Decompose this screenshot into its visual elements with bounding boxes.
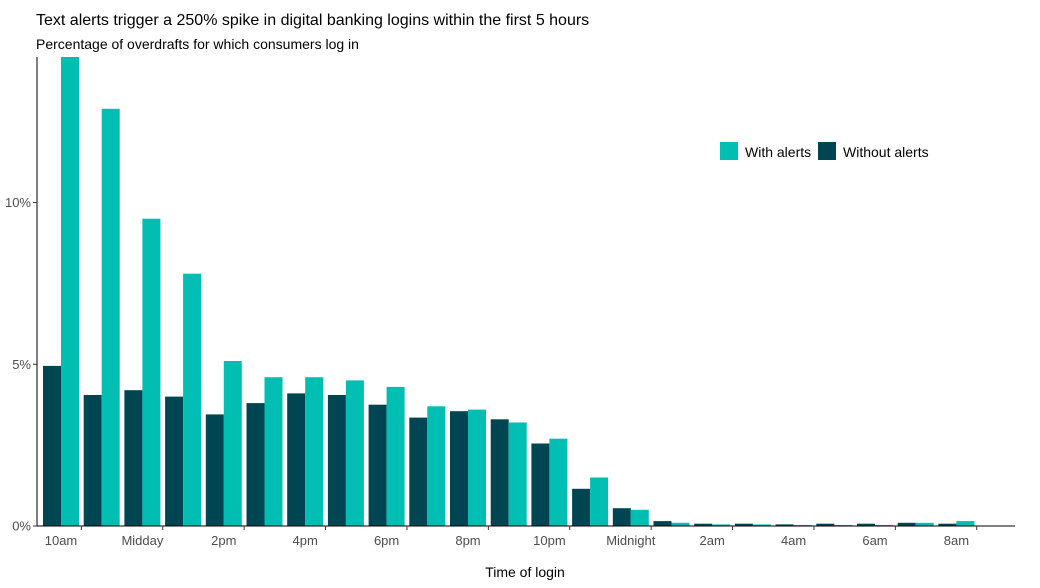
bar-with-alerts-7am: [915, 522, 934, 526]
x-tick-label: Midday: [121, 533, 163, 548]
bar-without-alerts-6pm: [368, 404, 387, 526]
bar-without-alerts-10pm: [531, 443, 550, 526]
bar-with-alerts-3am: [752, 524, 771, 526]
bar-with-alerts-10pm: [549, 438, 568, 526]
bar-with-alerts-11am: [101, 108, 120, 527]
bar-with-alerts-4pm: [305, 377, 324, 526]
bar-with-alerts-6pm: [386, 386, 405, 526]
bar-without-alerts-2pm: [205, 414, 224, 526]
x-tick-label: 4pm: [293, 533, 318, 548]
bar-without-alerts-midnight: [612, 508, 631, 526]
bar-without-alerts-4am: [775, 524, 794, 526]
axes-layer: 0% 5% 10% 10am Midday 2pm 4pm 6pm 8pm 10pm Midnigh…: [5, 57, 1015, 548]
bars-layer: [43, 57, 975, 527]
legend: With alerts Without alerts: [720, 142, 929, 160]
bar-without-alerts-3pm: [246, 403, 265, 526]
x-tick-label: 8pm: [455, 533, 480, 548]
legend-label-with-alerts: With alerts: [745, 144, 811, 160]
x-tick-label: 4am: [781, 533, 806, 548]
bar-without-alerts-6am: [857, 523, 875, 526]
bar-with-alerts-midnight: [630, 509, 649, 526]
bar-with-alerts-2am: [712, 524, 731, 526]
bar-with-alerts-10am: [61, 57, 79, 526]
bar-with-alerts-midday: [142, 218, 161, 526]
y-tick-label: 0%: [12, 519, 31, 534]
x-tick-label: 6pm: [374, 533, 399, 548]
bar-with-alerts-1pm: [183, 273, 202, 526]
bar-without-alerts-11am: [83, 395, 102, 526]
x-tick-label: 2am: [700, 533, 725, 548]
bar-without-alerts-1am: [653, 521, 672, 526]
bar-with-alerts-7pm: [427, 406, 446, 526]
bar-without-alerts-7am: [897, 522, 916, 526]
bar-with-alerts-5pm: [345, 380, 364, 526]
legend-label-without-alerts: Without alerts: [843, 144, 929, 160]
chart-subtitle: Percentage of overdrafts for which consu…: [36, 36, 359, 52]
x-tick-label: 6am: [862, 533, 887, 548]
legend-swatch-without-alerts: [818, 142, 836, 160]
legend-swatch-with-alerts: [720, 142, 738, 160]
chart-title: Text alerts trigger a 250% spike in digi…: [36, 12, 590, 29]
y-tick-label: 10%: [5, 195, 31, 210]
bar-without-alerts-11pm: [572, 488, 591, 526]
x-tick-label: 8am: [944, 533, 969, 548]
bar-with-alerts-11pm: [590, 477, 609, 526]
bar-without-alerts-5am: [816, 523, 835, 526]
bar-with-alerts-2pm: [223, 361, 242, 526]
bar-with-alerts-8pm: [468, 409, 486, 526]
bar-without-alerts-1pm: [165, 396, 184, 526]
bar-without-alerts-3am: [734, 523, 753, 526]
bar-without-alerts-4pm: [287, 393, 306, 526]
bar-without-alerts-2am: [694, 523, 713, 526]
bar-without-alerts-7pm: [409, 417, 428, 526]
x-tick-label: 10am: [45, 533, 78, 548]
y-tick-label: 5%: [12, 357, 31, 372]
x-tick-label: Midnight: [606, 533, 656, 548]
bar-with-alerts-8am: [956, 521, 975, 526]
bar-with-alerts-9pm: [508, 422, 527, 526]
x-tick-label: 10pm: [533, 533, 566, 548]
bar-with-alerts-1am: [671, 522, 690, 526]
bar-without-alerts-5pm: [327, 395, 346, 526]
bar-without-alerts-9pm: [490, 419, 509, 526]
bar-without-alerts-8am: [938, 523, 957, 526]
bar-with-alerts-3pm: [264, 377, 283, 526]
bar-without-alerts-8pm: [450, 411, 468, 526]
bar-without-alerts-midday: [124, 390, 143, 526]
x-axis-title: Time of login: [485, 564, 565, 580]
x-tick-label: 2pm: [211, 533, 236, 548]
bar-without-alerts-10am: [43, 365, 61, 526]
